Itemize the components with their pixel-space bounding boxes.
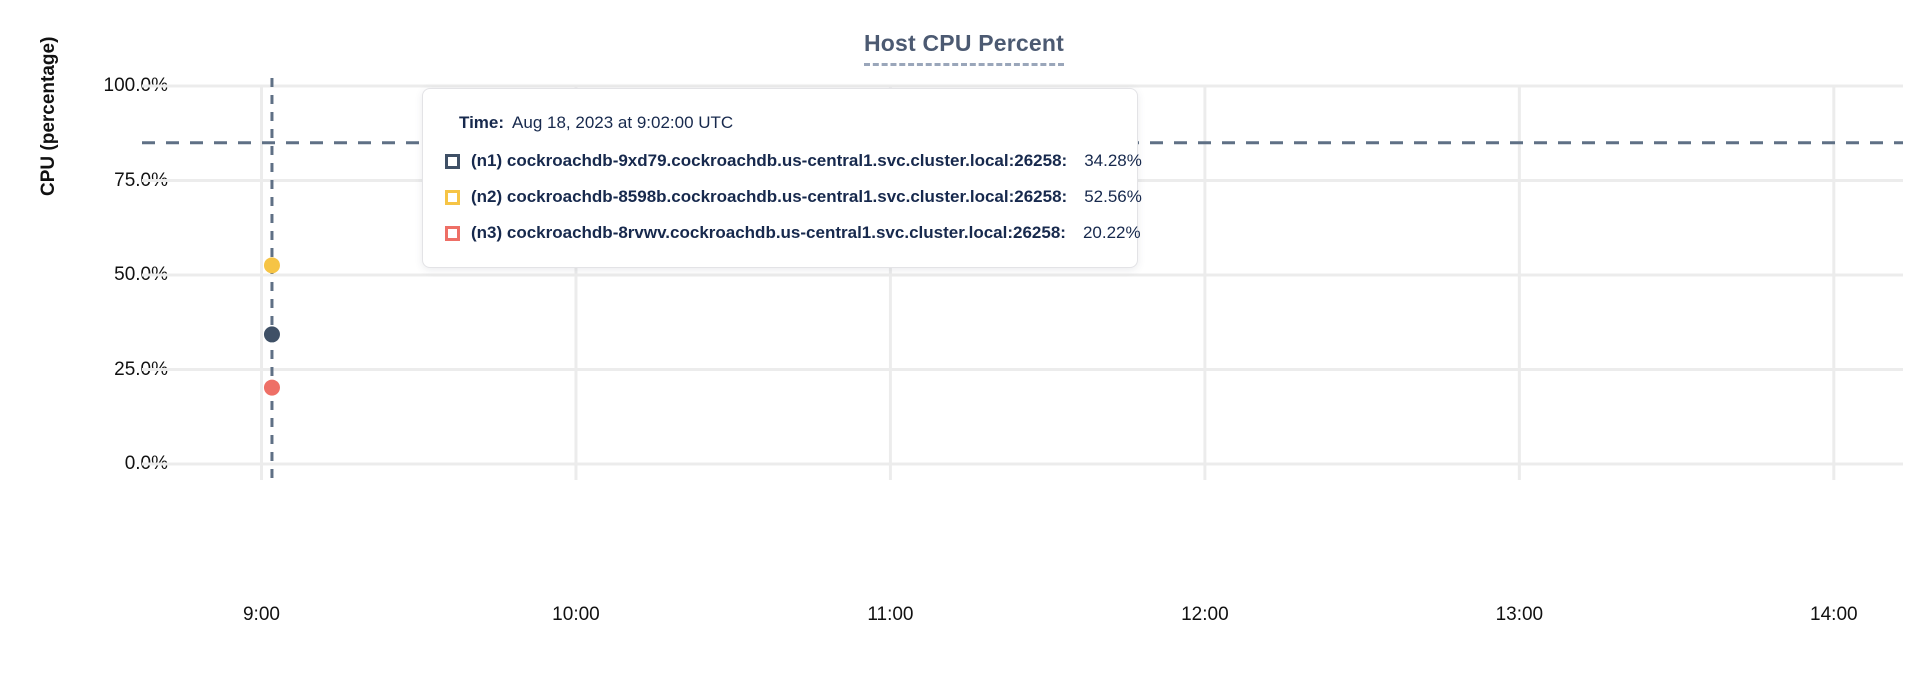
tooltip-series-value: 52.56% [1084, 187, 1142, 206]
x-tick-label: 14:00 [1810, 604, 1858, 625]
y-tick-label: 50.0% [114, 264, 168, 285]
tooltip-series-list: (n1) cockroachdb-9xd79.cockroachdb.us-ce… [445, 151, 1142, 243]
tooltip-series-row: (n2) cockroachdb-8598b.cockroachdb.us-ce… [445, 187, 1142, 207]
y-tick-label: 25.0% [114, 358, 168, 380]
tooltip-time-value: Aug 18, 2023 at 9:02:00 UTC [512, 113, 734, 132]
hover-marker-n3 [263, 379, 280, 396]
tooltip-series-value: 34.28% [1084, 151, 1142, 170]
tooltip-series-row: (n3) cockroachdb-8rvwv.cockroachdb.us-ce… [445, 223, 1141, 243]
tooltip-series-label: (n1) cockroachdb-9xd79.cockroachdb.us-ce… [471, 151, 1068, 170]
x-tick-label: 13:00 [1495, 604, 1544, 625]
series-color-swatch-icon [445, 153, 460, 169]
x-tick-label: 11:00 [867, 604, 914, 625]
tooltip-series-row: (n1) cockroachdb-9xd79.cockroachdb.us-ce… [445, 151, 1142, 171]
x-tick-label: 9:00 [242, 604, 280, 625]
series-color-swatch-icon [445, 189, 460, 205]
tooltip-time: Time: Aug 18, 2023 at 9:02:00 UTC [459, 113, 1115, 133]
tooltip-time-label: Time: [459, 113, 505, 132]
series-color-swatch-icon [445, 225, 460, 241]
chart-title-text: Host CPU Percent [863, 30, 1065, 66]
tooltip-series-label: (n3) cockroachdb-8rvwv.cockroachdb.us-ce… [471, 223, 1066, 242]
hover-marker-n1 [263, 326, 280, 343]
x-tick-label: 10:00 [552, 604, 600, 625]
hover-marker-n2 [263, 257, 280, 274]
hover-tooltip: Time: Aug 18, 2023 at 9:02:00 UTC (n1) co… [422, 88, 1142, 268]
y-tick-label: 75.0% [114, 169, 168, 191]
y-tick-label: 100.0% [103, 75, 168, 96]
y-axis-ticks: 0.0% 25.0% 50.0% 75.0% 100.0% [58, 0, 168, 696]
tooltip-series-value: 20.22% [1082, 223, 1141, 242]
x-tick-label: 12:00 [1181, 604, 1229, 625]
tooltip-series-label: (n2) cockroachdb-8598b.cockroachdb.us-ce… [471, 187, 1068, 206]
chart-title: Host CPU Percent [0, 30, 1928, 66]
